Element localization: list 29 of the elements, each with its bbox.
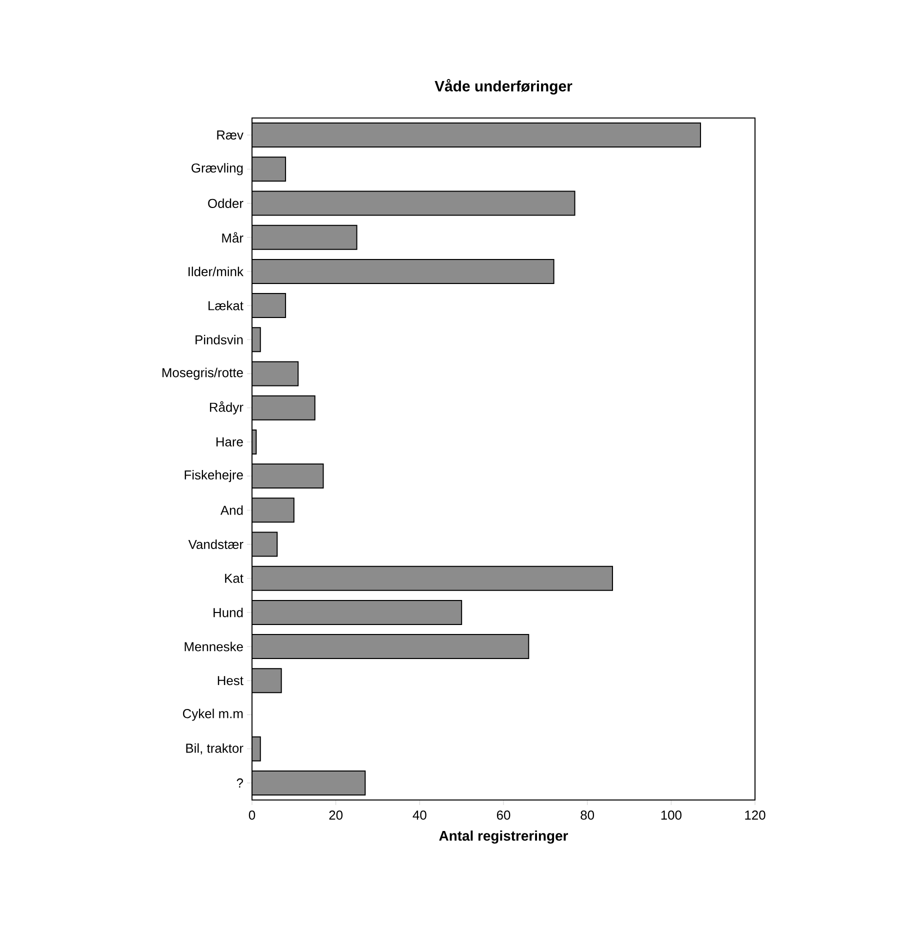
y-tick-label: Hest — [218, 676, 244, 686]
chart-title: Våde underføringer — [434, 79, 572, 95]
y-tick-label: Menneske — [184, 642, 243, 652]
x-axis-title: Antal registreringer — [439, 830, 568, 844]
x-tick-label: 40 — [412, 810, 426, 820]
y-tick-label: Grævling — [192, 163, 243, 176]
y-tick-label: Kat — [225, 574, 244, 583]
y-tick-label: Mosegris/rotte — [162, 368, 243, 380]
y-tick-label: Lækat — [208, 300, 244, 310]
y-tick-label: Ilder/mink — [188, 266, 244, 276]
y-tick-label: Fiskehejre — [184, 470, 243, 482]
y-tick-label: Cykel m.m — [182, 708, 243, 721]
y-tick-label: Mår — [222, 232, 244, 243]
x-tick-label: 0 — [248, 810, 256, 820]
y-tick-label: Hund — [214, 608, 243, 618]
x-tick-label: 80 — [580, 810, 594, 820]
y-tick-label: ? — [236, 778, 243, 788]
y-tick-label: And — [220, 505, 243, 515]
y-tick-label: Odder — [208, 198, 244, 208]
y-tick-label: Ræv — [217, 130, 244, 140]
y-tick-label: Hare — [216, 437, 243, 446]
y-tick-label: Pindsvin — [196, 334, 243, 344]
y-tick-label: Vandstær — [188, 539, 244, 550]
x-tick-label: 100 — [661, 810, 682, 820]
x-tick-label: 20 — [329, 810, 343, 820]
y-tick-label: Rådyr — [210, 401, 244, 414]
x-tick-label: 120 — [745, 810, 766, 820]
y-tick-label: Bil, traktor — [186, 743, 244, 754]
x-tick-label: 60 — [496, 810, 510, 820]
